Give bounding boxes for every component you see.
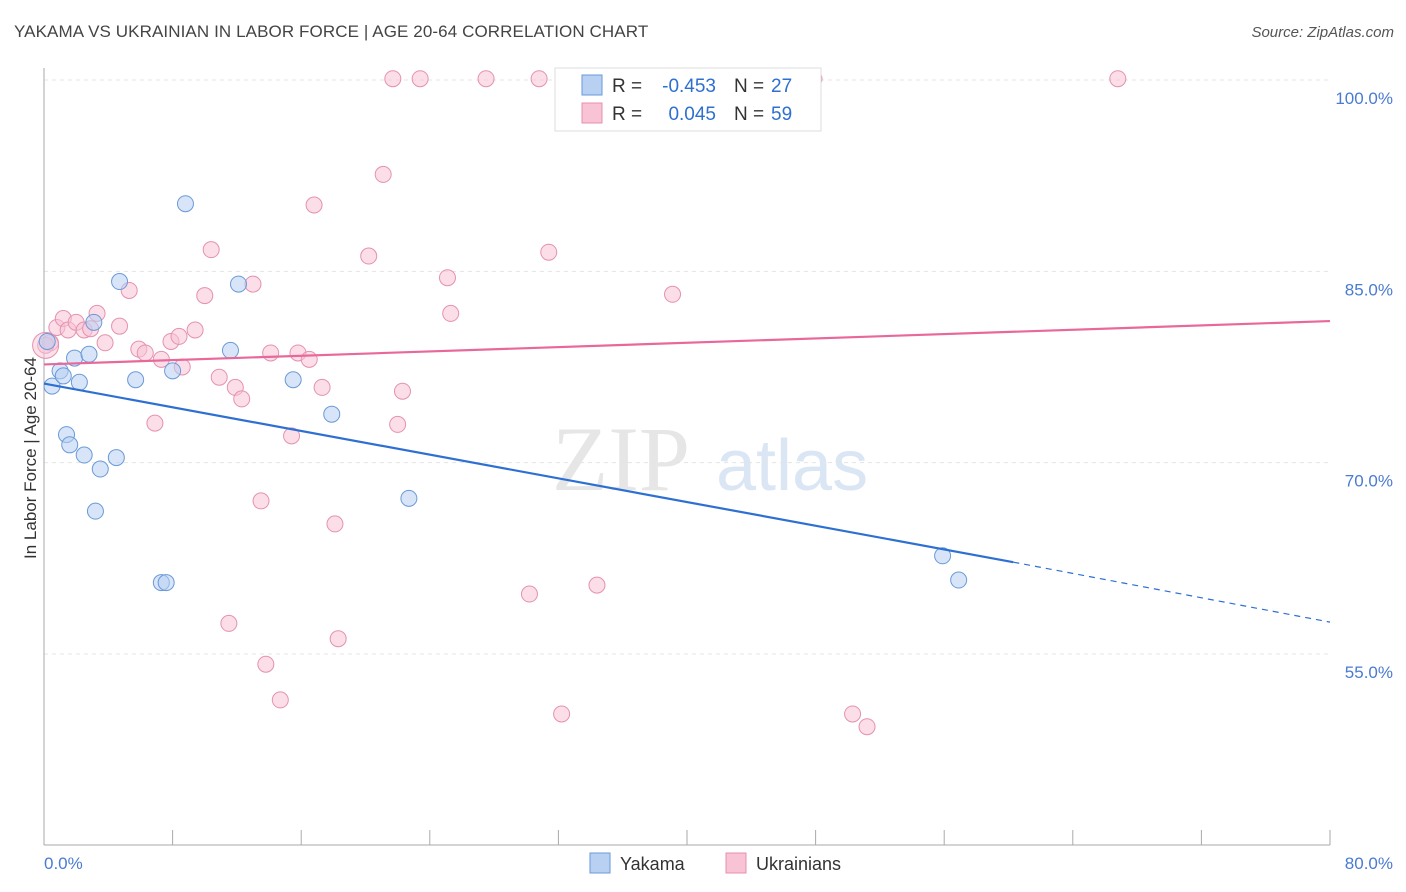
chart-title: YAKAMA VS UKRAINIAN IN LABOR FORCE | AGE…	[14, 22, 649, 41]
legend-swatch-yakama	[581, 74, 603, 96]
yakama-trend-extension	[1013, 561, 1331, 623]
legend-r-value-ukrainians: 0.045	[668, 104, 716, 125]
ukrainians-point	[442, 304, 460, 322]
y-tick-label: 55.0%	[1345, 663, 1393, 682]
legend-r-label-ukrainians: R =	[612, 104, 642, 125]
ukrainians-point	[96, 334, 114, 352]
yakama-point	[157, 574, 175, 592]
ukrainians-point	[244, 275, 262, 293]
yakama-point	[61, 436, 79, 454]
y-tick-label: 100.0%	[1335, 89, 1393, 108]
ukrainians-point	[262, 344, 280, 362]
legend-n-value-ukrainians: 59	[771, 104, 792, 125]
ukrainians-point	[305, 196, 323, 214]
y-tick-labels: 55.0% 70.0% 85.0% 100.0%	[1335, 89, 1393, 682]
yakama-point	[107, 449, 125, 467]
bottom-legend-swatch-ukrainians	[725, 852, 747, 874]
bottom-legend: Yakama Ukrainians	[589, 852, 841, 874]
ukrainians-point	[170, 327, 188, 345]
yakama-point	[934, 547, 952, 565]
ukrainians-point	[374, 165, 392, 183]
ukrainians-point	[588, 576, 606, 594]
ukrainians-point	[858, 718, 876, 736]
yakama-point	[284, 371, 302, 389]
y-tick-label: 70.0%	[1345, 472, 1393, 491]
yakama-point	[91, 460, 109, 478]
ukrainians-point	[664, 285, 682, 303]
yakama-point	[127, 371, 145, 389]
yakama-point	[80, 345, 98, 363]
ukrainians-point	[1109, 70, 1127, 88]
legend-swatch-ukrainians	[581, 102, 603, 124]
ukrainians-point	[393, 382, 411, 400]
ukrainians-point	[210, 368, 228, 386]
ukrainians-point	[300, 350, 318, 368]
yakama-points	[38, 195, 968, 592]
ukrainians-point	[196, 287, 214, 305]
ukrainians-point	[186, 321, 204, 339]
yakama-point	[400, 489, 418, 507]
ukrainians-point	[283, 427, 301, 445]
ukrainians-point	[389, 415, 407, 433]
y-axis-label: In Labor Force | Age 20-64	[21, 357, 40, 559]
yakama-point	[176, 195, 194, 213]
watermark-atlas: atlas	[716, 426, 868, 506]
ukrainians-point	[438, 269, 456, 287]
yakama-point	[54, 367, 72, 385]
ukrainians-point	[844, 705, 862, 723]
legend-r-value-yakama: -0.453	[662, 76, 716, 97]
x-ticks	[43, 830, 1331, 845]
ukrainians-point	[520, 585, 538, 603]
ukrainians-point	[271, 691, 289, 709]
legend-r-label-yakama: R =	[612, 76, 642, 97]
ukrainians-point	[257, 655, 275, 673]
ukrainians-trend-line	[43, 319, 1331, 366]
ukrainians-point	[530, 70, 548, 88]
ukrainians-point	[220, 614, 238, 632]
yakama-point	[164, 362, 182, 380]
source-label: Source: ZipAtlas.com	[1251, 24, 1394, 41]
yakama-trend-line	[43, 382, 1014, 564]
yakama-point	[323, 405, 341, 423]
x-tick-label-end: 80.0%	[1345, 854, 1393, 873]
ukrainians-point	[411, 70, 429, 88]
x-tick-label-start: 0.0%	[44, 854, 83, 873]
yakama-point	[85, 313, 103, 331]
yakama-point	[221, 341, 239, 359]
legend-n-label-ukrainians: N =	[734, 104, 764, 125]
watermark-zip: ZIP	[552, 408, 690, 510]
ukrainians-point	[553, 705, 571, 723]
y-tick-label: 85.0%	[1345, 280, 1393, 299]
ukrainians-points	[32, 70, 1127, 736]
ukrainians-point	[384, 70, 402, 88]
ukrainians-point	[146, 414, 164, 432]
ukrainians-point	[477, 70, 495, 88]
ukrainians-point	[329, 630, 347, 648]
ukrainians-point	[313, 378, 331, 396]
ukrainians-point	[233, 390, 251, 408]
ukrainians-point	[252, 492, 270, 510]
yakama-point	[230, 275, 248, 293]
ukrainians-point	[540, 243, 558, 261]
legend-n-value-yakama: 27	[771, 76, 792, 97]
grid-lines	[44, 79, 1330, 655]
ukrainians-point	[360, 247, 378, 265]
bottom-legend-label-yakama: Yakama	[620, 854, 686, 874]
ukrainians-point	[111, 317, 129, 335]
ukrainians-point	[326, 515, 344, 533]
ukrainians-point	[202, 241, 220, 259]
bottom-legend-swatch-yakama	[589, 852, 611, 874]
trend-lines	[43, 319, 1331, 623]
legend: R = -0.453 N = 27 R = 0.045 N = 59	[554, 67, 822, 132]
ukrainians-point	[136, 344, 154, 362]
yakama-point	[70, 373, 88, 391]
bottom-legend-label-ukrainians: Ukrainians	[756, 854, 841, 874]
legend-n-label-yakama: N =	[734, 76, 764, 97]
yakama-point	[38, 332, 56, 350]
yakama-point	[86, 502, 104, 520]
yakama-point	[950, 571, 968, 589]
yakama-point	[111, 273, 129, 291]
yakama-point	[75, 446, 93, 464]
